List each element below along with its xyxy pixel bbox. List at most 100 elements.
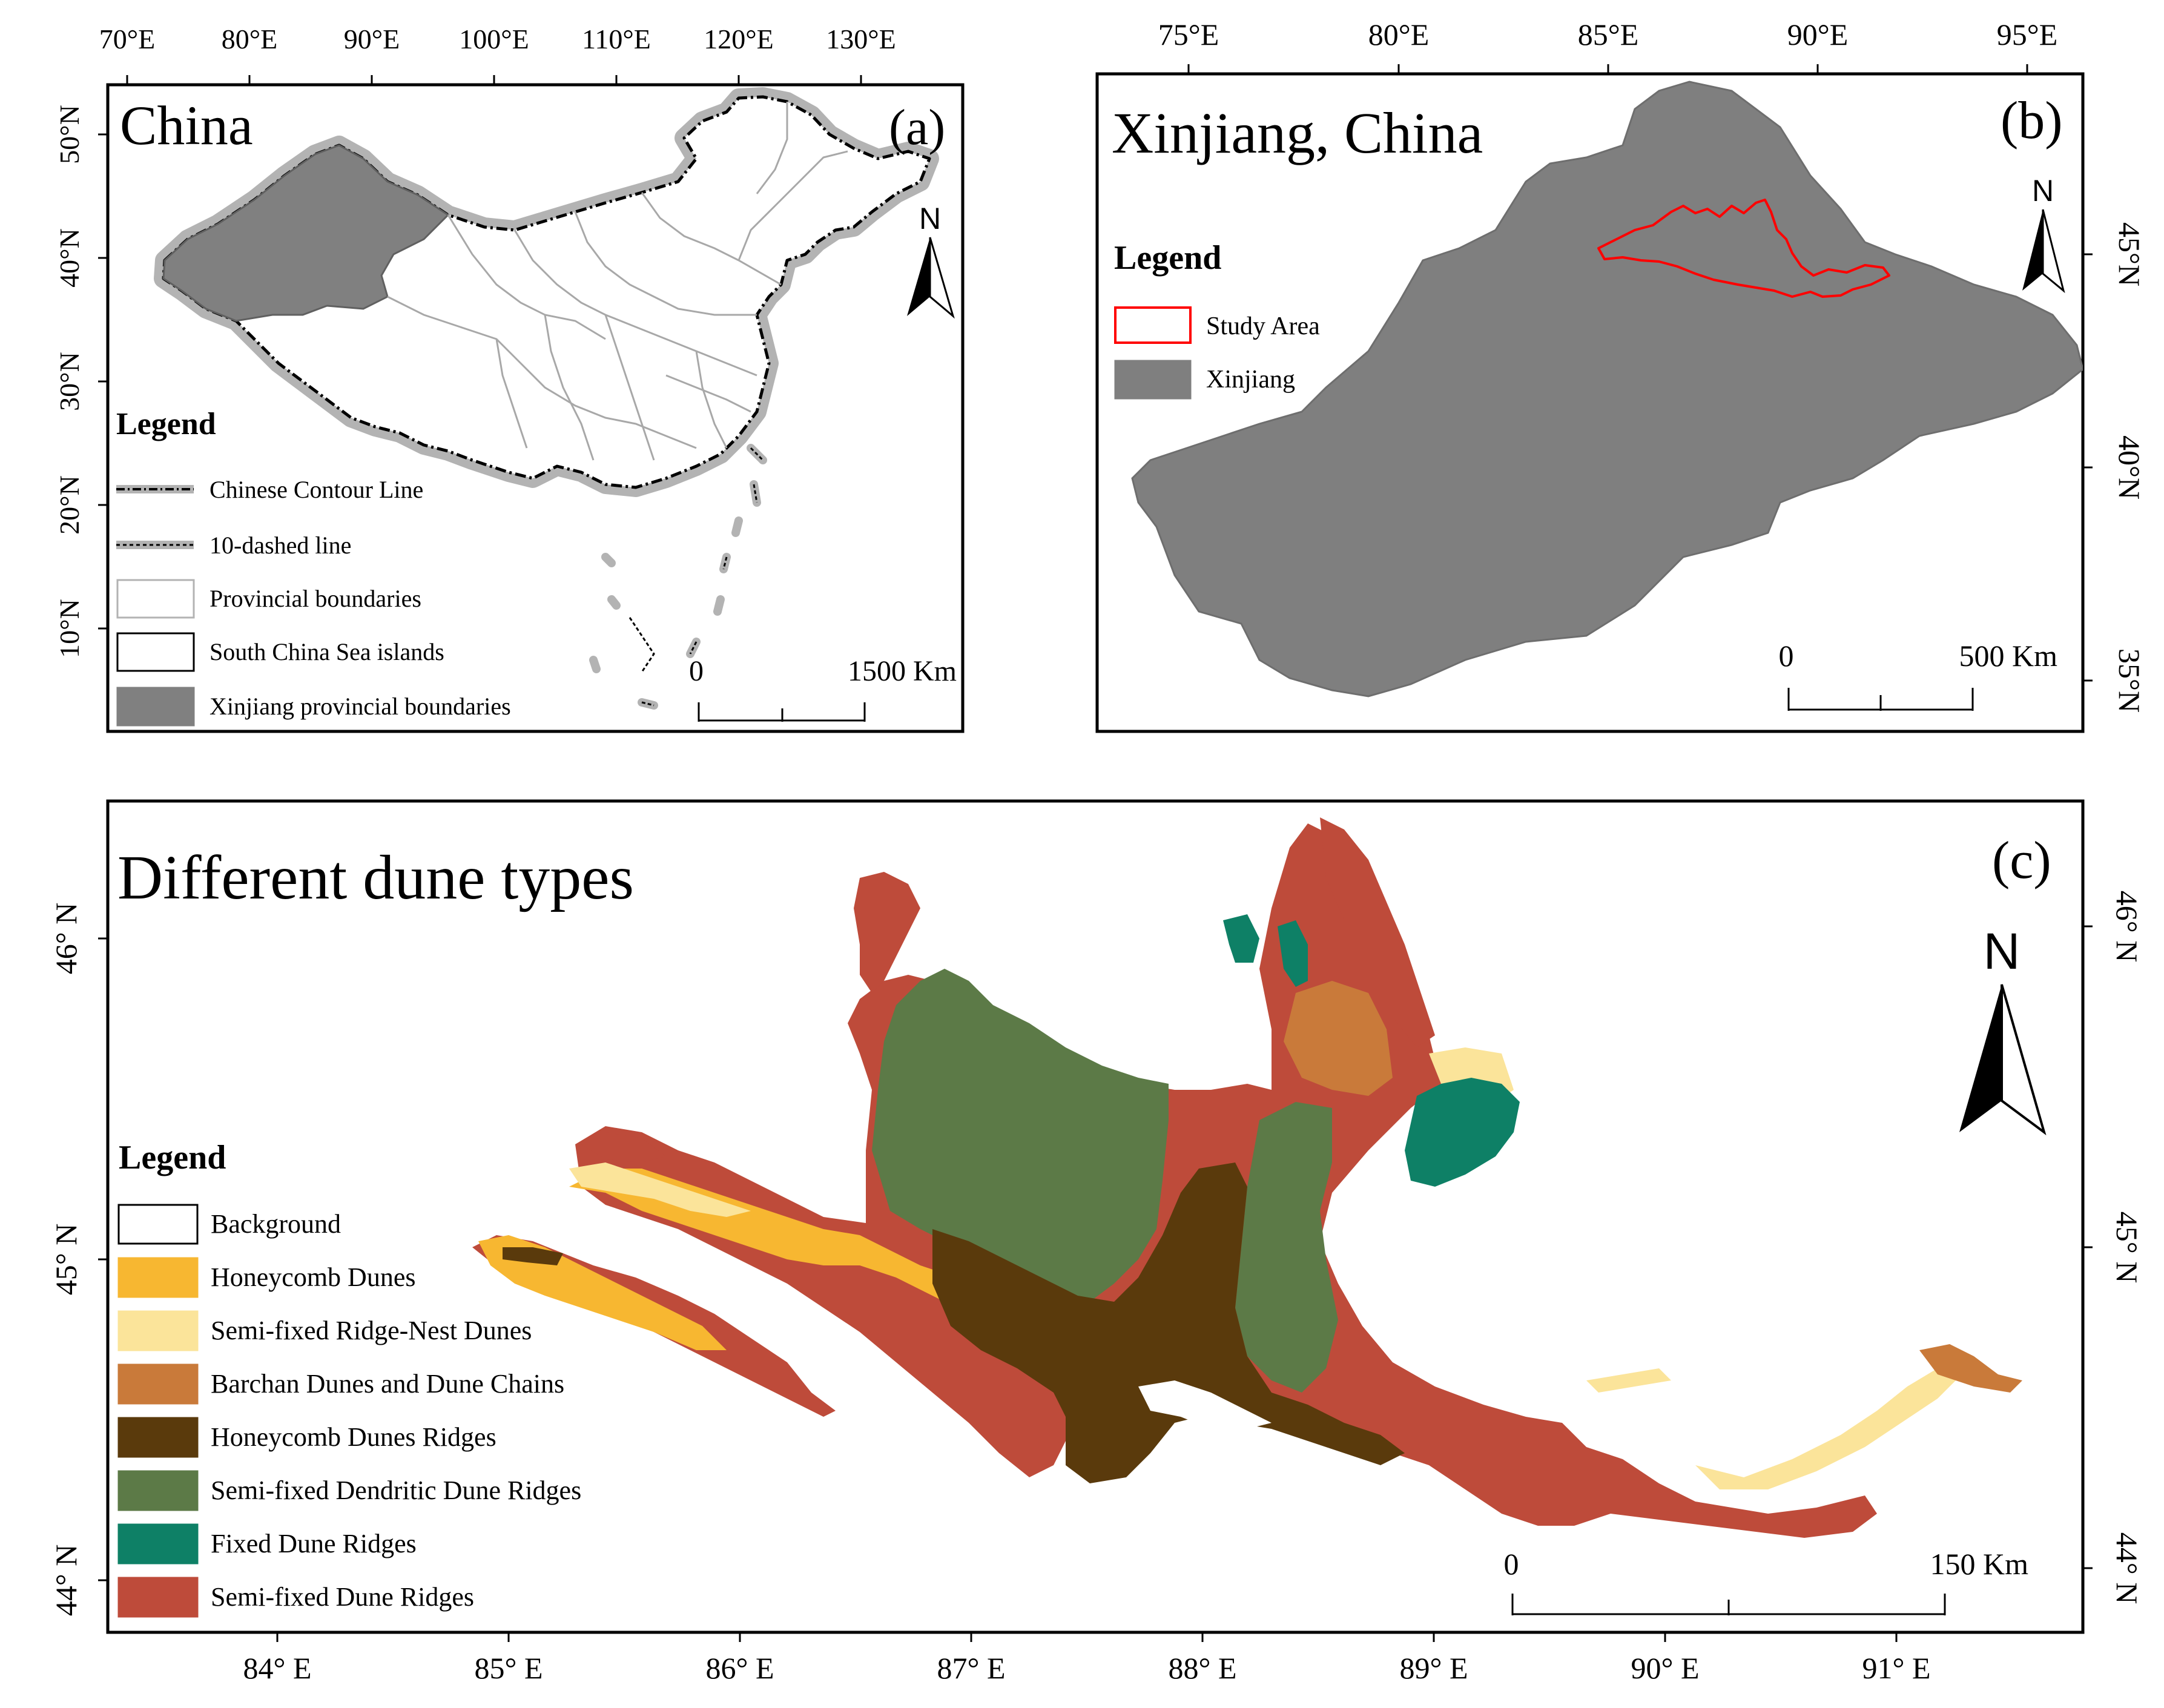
panel-c-dune-map: 84° E 85° E 86° E 87° E 88° E 89° E 90° … — [49, 799, 2144, 1685]
lon-tick-label: 86° E — [705, 1651, 774, 1685]
legend-title: Legend — [119, 1139, 226, 1176]
lat-tick-label: 46° N — [2110, 891, 2144, 963]
north-arrow-icon: N — [907, 202, 955, 319]
panel-a-label: (a) — [889, 99, 945, 156]
legend-item: Provincial boundaries — [116, 579, 421, 619]
dune-barchan — [1284, 981, 1393, 1096]
dune-ridge-nest-west — [569, 1162, 751, 1217]
scale-end: 500 Km — [1959, 639, 2058, 673]
panel-a-scale-bar: 0 1500 Km — [689, 655, 957, 722]
north-arrow-icon: N — [1959, 923, 2047, 1136]
lon-tick-label: 110°E — [582, 24, 651, 54]
legend-item: Semi-fixed Dune Ridges — [117, 1577, 474, 1618]
lat-tick-label: 44° N — [49, 1545, 83, 1617]
dune-fixed-ridges — [1405, 1078, 1520, 1187]
legend-label: Xinjiang — [1206, 366, 1295, 394]
lon-tick-label: 95°E — [1997, 18, 2058, 51]
panel-a-title: China — [120, 94, 253, 156]
dune-semi-fixed-ridges-ne — [1320, 817, 1435, 1047]
lon-tick-label: 89° E — [1399, 1651, 1468, 1685]
lon-tick-label: 90° E — [1631, 1651, 1699, 1685]
dune-barchan-southeast — [1919, 1344, 2022, 1393]
lon-tick-label: 85°E — [1578, 18, 1639, 51]
dune-honeycomb-west — [478, 1235, 727, 1350]
lat-tick-label: 30°N — [54, 352, 85, 411]
panel-a-lon-ticks: 70°E 80°E 90°E 100°E 110°E 120°E 130°E — [99, 24, 896, 85]
legend-item: Chinese Contour Line — [116, 476, 423, 503]
north-arrow-icon: N — [2022, 174, 2065, 294]
legend-label: Fixed Dune Ridges — [211, 1529, 417, 1558]
dune-ridge-nest-north — [1586, 1368, 1671, 1393]
lat-tick-label: 50°N — [54, 105, 85, 164]
legend-item: Semi-fixed Dendritic Dune Ridges — [117, 1470, 581, 1511]
panel-c-lat-ticks-right: 46° N 45° N 44° N — [2083, 891, 2144, 1604]
scale-end: 1500 Km — [848, 655, 957, 687]
panel-b-legend: Legend Study Area Xinjiang — [1114, 239, 1320, 400]
scale-start: 0 — [1504, 1547, 1519, 1581]
legend-item: South China Sea islands — [116, 632, 444, 672]
dune-ridge-nest-southeast — [1695, 1368, 1962, 1489]
lon-tick-label: 80°E — [1368, 18, 1430, 51]
lon-tick-label: 70°E — [99, 24, 156, 54]
legend-item: Xinjiang — [1114, 360, 1295, 400]
dune-fixed-ridges-north2 — [1278, 920, 1308, 987]
lon-tick-label: 75°E — [1158, 18, 1219, 51]
panel-b-lon-ticks: 75°E 80°E 85°E 90°E 95°E — [1158, 18, 2058, 74]
lon-tick-label: 100°E — [459, 24, 529, 54]
dune-type-map — [472, 817, 2022, 1538]
legend-item: Background — [117, 1204, 341, 1245]
panel-a-legend: Legend Chinese Contour Line 10-dashed li… — [116, 407, 511, 727]
lon-tick-label: 80°E — [222, 24, 278, 54]
lon-tick-label: 85° E — [474, 1651, 543, 1685]
panel-c-legend: Legend Background Honeycomb Dunes Semi-f… — [117, 1139, 581, 1618]
lat-tick-label: 46° N — [49, 903, 83, 975]
south-china-sea-islands-detail — [628, 447, 764, 707]
legend-label: Semi-fixed Ridge-Nest Dunes — [211, 1316, 532, 1345]
lon-tick-label: 120°E — [704, 24, 774, 54]
study-area-outline — [1597, 199, 1890, 298]
panel-b-scale-bar: 0 500 Km — [1779, 639, 2058, 711]
panel-a-lat-ticks: 50°N 40°N 30°N 20°N 10°N — [54, 105, 108, 658]
lat-tick-label: 45° N — [49, 1224, 83, 1296]
legend-item: Fixed Dune Ridges — [117, 1523, 417, 1565]
background-gap — [1138, 1380, 1272, 1429]
lon-tick-label: 90°E — [344, 24, 400, 54]
panel-c-lat-ticks-left: 46° N 45° N 44° N — [49, 903, 108, 1617]
scale-start: 0 — [689, 655, 704, 687]
lat-tick-label: 10°N — [54, 599, 85, 658]
legend-label: Honeycomb Dunes Ridges — [211, 1422, 496, 1452]
legend-label: Xinjiang provincial boundaries — [209, 693, 511, 720]
legend-item: Honeycomb Dunes Ridges — [117, 1417, 496, 1458]
lon-tick-label: 91° E — [1862, 1651, 1930, 1685]
legend-item: Honeycomb Dunes — [117, 1257, 416, 1298]
panel-c-title: Different dune types — [117, 843, 634, 912]
legend-label: South China Sea islands — [209, 638, 444, 665]
scale-end: 150 Km — [1930, 1547, 2029, 1581]
dune-dendritic-ridges-east — [1235, 1102, 1338, 1393]
lat-tick-label: 35°N — [2113, 648, 2146, 713]
north-letter: N — [919, 202, 941, 236]
legend-label: Honeycomb Dunes — [211, 1262, 416, 1292]
panel-b-title: Xinjiang, China — [1112, 101, 1483, 165]
xinjiang-shape — [1131, 81, 2083, 697]
lon-tick-label: 90°E — [1787, 18, 1849, 51]
xinjiang-region — [162, 144, 450, 322]
dune-honeycomb-ridges — [932, 1162, 1405, 1483]
north-letter: N — [2032, 174, 2054, 208]
lon-tick-label: 130°E — [826, 24, 896, 54]
panel-b-label: (b) — [2001, 91, 2063, 150]
legend-label: Semi-fixed Dune Ridges — [211, 1582, 474, 1612]
dune-fixed-ridges-north — [1223, 914, 1259, 963]
legend-label: Chinese Contour Line — [209, 476, 423, 503]
lat-tick-label: 40°N — [54, 228, 85, 288]
legend-label: 10-dashed line — [209, 532, 351, 559]
legend-label: Barchan Dunes and Dune Chains — [211, 1369, 564, 1399]
legend-title: Legend — [1114, 239, 1221, 277]
legend-title: Legend — [116, 407, 216, 441]
legend-item: Barchan Dunes and Dune Chains — [117, 1363, 564, 1405]
panel-c-scale-bar: 0 150 Km — [1504, 1547, 2029, 1615]
legend-item: Study Area — [1114, 306, 1320, 344]
lat-tick-label: 40°N — [2113, 435, 2146, 500]
legend-label: Study Area — [1206, 312, 1320, 340]
